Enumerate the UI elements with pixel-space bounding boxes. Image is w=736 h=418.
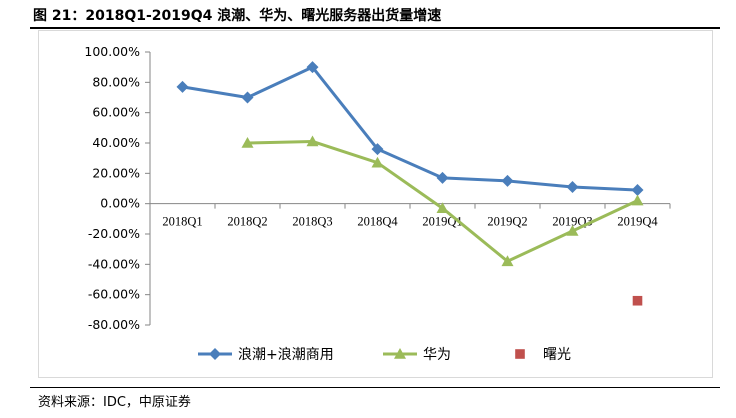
y-tick-label: 60.00%: [92, 105, 140, 120]
y-tick-label: -80.00%: [88, 317, 140, 332]
legend-marker-1: [209, 348, 221, 360]
series-line-2: [247, 139, 639, 263]
legend-marker-2: [394, 348, 406, 359]
data-point-series-2: [631, 194, 644, 206]
y-tick-label: 0.00%: [100, 196, 140, 211]
x-tick-label: 2019Q2: [487, 215, 527, 229]
legend-label-1: 浪潮+浪潮商用: [238, 347, 334, 363]
legend-label-3: 曙光: [543, 347, 571, 363]
source-note: 资料来源：IDC，中原证券: [38, 395, 191, 410]
data-point-series-1: [176, 80, 189, 93]
figure-title: 图 21：2018Q1-2019Q4 浪潮、华为、曙光服务器出货量增速: [33, 8, 442, 24]
x-tick-label: 2018Q3: [292, 215, 332, 229]
y-tick-label: -40.00%: [88, 256, 140, 271]
data-point-series-1: [631, 184, 644, 197]
x-tick-label: 2018Q2: [227, 215, 267, 229]
y-tick-label: 40.00%: [92, 135, 140, 150]
data-point-series-1: [566, 180, 579, 193]
data-point-series-2: [306, 135, 319, 147]
x-tick-label: 2018Q1: [162, 215, 202, 229]
x-tick-label: 2019Q4: [617, 215, 658, 229]
y-tick-label: -20.00%: [88, 226, 140, 241]
legend-label-2: 华为: [423, 347, 451, 363]
legend-marker-3: [515, 349, 525, 359]
data-point-series-1: [241, 91, 254, 104]
data-point-series-1: [306, 61, 319, 74]
source-rule: [30, 387, 720, 388]
data-point-series-1: [371, 143, 384, 156]
data-point-series-1: [501, 174, 514, 187]
data-point-series-1: [436, 171, 449, 184]
data-point-series-2: [371, 156, 384, 168]
data-point-series-2: [566, 224, 579, 236]
data-point-series-3: [632, 295, 643, 306]
y-tick-label: 100.00%: [84, 44, 140, 59]
series-line-1: [182, 65, 638, 192]
y-tick-label: 20.00%: [92, 165, 140, 180]
x-tick-label: 2018Q4: [357, 215, 398, 229]
title-rule: [30, 27, 720, 29]
data-point-series-2: [436, 202, 449, 214]
data-point-series-2: [501, 255, 514, 267]
chart-frame: [38, 30, 713, 378]
y-tick-label: -60.00%: [88, 287, 140, 302]
data-point-series-2: [241, 137, 254, 148]
y-tick-label: 80.00%: [92, 74, 140, 89]
